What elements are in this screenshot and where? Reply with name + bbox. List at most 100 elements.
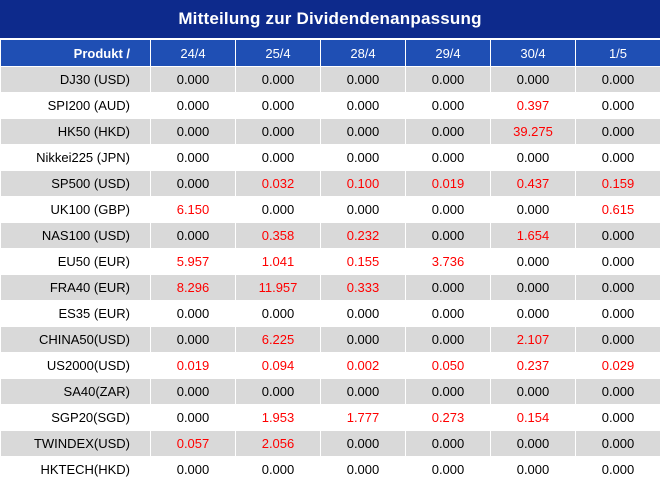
value-cell: 0.100 [320, 170, 406, 197]
product-cell: CHINA50(USD) [0, 326, 151, 353]
value-cell: 0.000 [405, 300, 491, 327]
value-cell: 0.000 [490, 378, 576, 405]
value-cell: 0.000 [320, 196, 406, 223]
value-cell: 0.000 [405, 66, 491, 93]
value-cell: 0.397 [490, 92, 576, 119]
value-cell: 0.000 [575, 118, 660, 145]
value-cell: 0.000 [575, 274, 660, 301]
product-cell: DJ30 (USD) [0, 66, 151, 93]
value-cell: 0.615 [575, 196, 660, 223]
value-cell: 0.000 [575, 404, 660, 431]
value-cell: 0.000 [575, 378, 660, 405]
value-cell: 0.000 [235, 196, 321, 223]
product-cell: UK100 (GBP) [0, 196, 151, 223]
value-cell: 2.107 [490, 326, 576, 353]
value-cell: 0.232 [320, 222, 406, 249]
product-cell: SA40(ZAR) [0, 378, 151, 405]
product-cell: SPI200 (AUD) [0, 92, 151, 119]
value-cell: 0.000 [405, 378, 491, 405]
value-cell: 0.000 [575, 66, 660, 93]
dividend-table: Produkt / 24/4 25/4 28/4 29/4 30/4 1/5 D… [0, 39, 660, 483]
value-cell: 0.000 [490, 456, 576, 483]
product-cell: NAS100 (USD) [0, 222, 151, 249]
value-cell: 0.002 [320, 352, 406, 379]
product-cell: ES35 (EUR) [0, 300, 151, 327]
value-cell: 0.000 [575, 300, 660, 327]
value-cell: 0.000 [490, 196, 576, 223]
value-cell: 2.056 [235, 430, 321, 457]
value-cell: 0.358 [235, 222, 321, 249]
value-cell: 0.000 [235, 92, 321, 119]
value-cell: 3.736 [405, 248, 491, 275]
product-cell: TWINDEX(USD) [0, 430, 151, 457]
table-row: EU50 (EUR) 5.957 1.041 0.155 3.736 0.000 0.000 [0, 248, 660, 275]
value-cell: 0.000 [150, 144, 236, 171]
value-cell: 0.000 [405, 222, 491, 249]
value-cell: 0.019 [150, 352, 236, 379]
value-cell: 0.000 [320, 144, 406, 171]
value-cell: 0.000 [150, 404, 236, 431]
value-cell: 0.000 [405, 326, 491, 353]
value-cell: 1.777 [320, 404, 406, 431]
value-cell: 0.000 [320, 300, 406, 327]
table-header: Produkt / 24/4 25/4 28/4 29/4 30/4 1/5 [0, 39, 660, 67]
page-title: Mitteilung zur Dividendenanpassung [0, 0, 660, 39]
value-cell: 0.000 [150, 378, 236, 405]
value-cell: 0.000 [490, 144, 576, 171]
value-cell: 6.225 [235, 326, 321, 353]
value-cell: 0.000 [405, 144, 491, 171]
value-cell: 0.437 [490, 170, 576, 197]
table-row: US2000(USD) 0.019 0.094 0.002 0.050 0.237 0.02… [0, 352, 660, 379]
table-row: HKTECH(HKD) 0.000 0.000 0.000 0.000 0.000 0.00… [0, 456, 660, 483]
value-cell: 0.155 [320, 248, 406, 275]
value-cell: 0.000 [150, 66, 236, 93]
value-cell: 0.000 [235, 118, 321, 145]
value-cell: 0.000 [320, 378, 406, 405]
table-row: ES35 (EUR) 0.000 0.000 0.000 0.000 0.000 0.000 [0, 300, 660, 327]
value-cell: 0.000 [320, 326, 406, 353]
value-cell: 0.000 [405, 196, 491, 223]
value-cell: 0.000 [405, 92, 491, 119]
column-header-date: 30/4 [490, 39, 576, 67]
product-cell: US2000(USD) [0, 352, 151, 379]
value-cell: 0.032 [235, 170, 321, 197]
product-cell: HKTECH(HKD) [0, 456, 151, 483]
value-cell: 0.000 [320, 430, 406, 457]
value-cell: 0.000 [150, 170, 236, 197]
value-cell: 0.000 [320, 456, 406, 483]
table-row: FRA40 (EUR) 8.296 11.957 0.333 0.000 0.000 0.0… [0, 274, 660, 301]
value-cell: 0.000 [150, 118, 236, 145]
value-cell: 1.041 [235, 248, 321, 275]
value-cell: 0.000 [575, 430, 660, 457]
value-cell: 0.000 [235, 300, 321, 327]
value-cell: 11.957 [235, 274, 321, 301]
table-row: Nikkei225 (JPN) 0.000 0.000 0.000 0.000 0.000… [0, 144, 660, 171]
value-cell: 0.333 [320, 274, 406, 301]
value-cell: 0.273 [405, 404, 491, 431]
value-cell: 0.000 [575, 326, 660, 353]
value-cell: 0.000 [150, 456, 236, 483]
value-cell: 6.150 [150, 196, 236, 223]
value-cell: 0.000 [490, 248, 576, 275]
column-header-date: 28/4 [320, 39, 406, 67]
table-body: DJ30 (USD) 0.000 0.000 0.000 0.000 0.000 0.000… [0, 66, 660, 483]
value-cell: 1.953 [235, 404, 321, 431]
value-cell: 0.000 [235, 456, 321, 483]
table-row: SGP20(SGD) 0.000 1.953 1.777 0.273 0.154 0.000 [0, 404, 660, 431]
value-cell: 1.654 [490, 222, 576, 249]
value-cell: 0.000 [575, 222, 660, 249]
value-cell: 0.000 [405, 456, 491, 483]
value-cell: 39.275 [490, 118, 576, 145]
value-cell: 0.000 [320, 92, 406, 119]
value-cell: 0.000 [490, 274, 576, 301]
product-cell: SP500 (USD) [0, 170, 151, 197]
value-cell: 0.057 [150, 430, 236, 457]
value-cell: 0.000 [490, 66, 576, 93]
table-row: CHINA50(USD) 0.000 6.225 0.000 0.000 2.107 0.0… [0, 326, 660, 353]
value-cell: 0.000 [575, 92, 660, 119]
value-cell: 0.000 [150, 326, 236, 353]
value-cell: 0.000 [235, 144, 321, 171]
value-cell: 0.000 [150, 222, 236, 249]
value-cell: 0.000 [320, 118, 406, 145]
